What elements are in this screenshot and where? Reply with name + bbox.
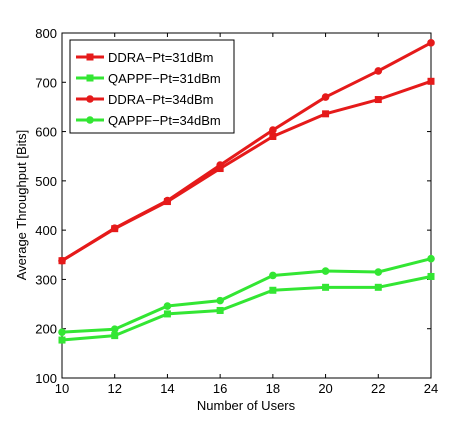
data-point [322,283,330,291]
series-4 [58,254,435,336]
y-tick-label: 600 [35,125,57,140]
legend-label: DDRA−Pt=34dBm [108,92,214,107]
data-point [374,283,382,291]
series-2 [58,272,435,344]
x-axis-label: Number of Users [197,398,296,413]
y-tick-label: 200 [35,322,57,337]
legend-swatch-marker [86,53,94,61]
legend-swatch-marker [86,74,94,82]
data-point [58,336,66,344]
legend-item: QAPPF−Pt=31dBm [76,71,221,86]
legend-item: DDRA−Pt=34dBm [76,92,214,107]
legend-label: QAPPF−Pt=31dBm [108,71,221,86]
data-point [163,310,171,318]
data-point [269,286,277,294]
data-point [322,110,330,118]
data-point [427,39,435,47]
data-point [269,271,277,280]
x-tick-label: 16 [213,381,227,396]
data-point [111,332,119,340]
y-axis-label: Average Throughput [Bits] [14,130,29,281]
legend-item: QAPPF−Pt=34dBm [76,113,221,128]
legend-label: QAPPF−Pt=34dBm [108,113,221,128]
x-tick-label: 12 [107,381,121,396]
series-line [61,41,432,262]
data-point [163,196,172,205]
x-tick-label: 24 [424,381,438,396]
y-tick-label: 300 [35,272,57,287]
legend: DDRA−Pt=31dBm QAPPF−Pt=31dBm DDRA−Pt=34dBm… [69,39,235,134]
series-line [61,257,432,334]
data-point [110,224,119,232]
data-point [374,96,382,104]
data-point [269,133,277,140]
y-tick-label: 800 [35,26,57,41]
x-tick-label: 22 [371,381,385,396]
series-layer [58,39,435,344]
x-tick-label: 10 [55,381,69,396]
y-tick-label: 400 [35,223,57,238]
data-point [374,67,383,75]
data-point [321,93,330,101]
legend-item: DDRA−Pt=31dBm [76,50,214,65]
data-point [427,254,435,263]
x-tick-label: 14 [160,381,174,396]
legend-swatch-marker [86,116,94,124]
data-point [110,325,119,334]
y-tick-label: 500 [35,174,57,189]
y-tick-label: 700 [35,75,57,90]
data-point [427,272,435,280]
data-point [58,256,66,265]
data-point [269,126,277,134]
data-point [58,328,66,336]
data-point [163,302,172,310]
data-point [216,296,224,305]
data-point [216,161,224,169]
data-point [321,267,330,275]
legend-swatch-marker [86,95,94,103]
data-point [427,77,435,85]
series-3 [58,39,435,265]
x-tick-label: 20 [318,381,332,396]
legend-items: DDRA−Pt=31dBm QAPPF−Pt=31dBm DDRA−Pt=34dBm… [76,50,221,128]
legend-label: DDRA−Pt=31dBm [108,50,214,65]
data-point [216,306,224,314]
x-tick-label: 18 [266,381,280,396]
axis-ticks: 10 12 14 16 18 20 22 24 100 200 300 400 500 600 700 800 [35,26,438,396]
series-line [61,275,432,342]
y-tick-label: 100 [35,371,57,386]
data-point [374,268,383,276]
